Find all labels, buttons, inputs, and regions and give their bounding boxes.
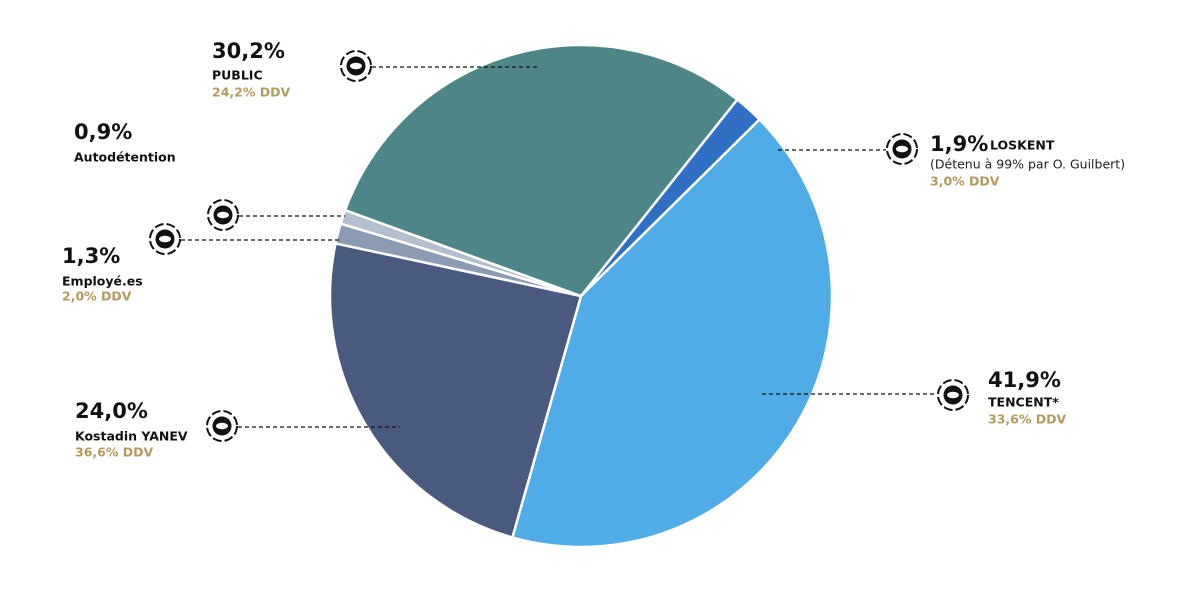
icon-eye (159, 235, 171, 243)
pie-slice (343, 43, 740, 298)
icon-eye (947, 391, 959, 399)
value-label: 0,9% (74, 120, 132, 144)
ddv-label: 2,0% DDV (62, 289, 132, 304)
icon-eye (217, 211, 229, 219)
value-label: 24,0% (75, 399, 148, 423)
category-label: LOSKENT (990, 138, 1055, 153)
icon-eye (350, 62, 362, 70)
category-label: TENCENT* (988, 395, 1059, 410)
icon-eye (216, 422, 228, 430)
detail-label: (Détenu à 99% par O. Guilbert) (930, 157, 1125, 172)
value-label: 1,9% (930, 132, 988, 156)
pie-slice (328, 241, 583, 539)
icon-eye (896, 145, 908, 153)
value-label: 1,3% (62, 244, 120, 268)
category-label: Employé.es (62, 274, 143, 289)
category-label: Autodétention (74, 150, 176, 165)
category-label: Kostadin YANEV (75, 429, 188, 444)
value-label: 30,2% (212, 39, 285, 63)
ddv-label: 36,6% DDV (75, 445, 153, 460)
ddv-label: 24,2% DDV (212, 85, 290, 100)
value-label: 41,9% (988, 368, 1061, 392)
pie-slice (510, 117, 834, 549)
ddv-label: 33,6% DDV (988, 412, 1066, 427)
ddv-label: 3,0% DDV (930, 174, 1000, 189)
category-label: PUBLIC (212, 68, 263, 83)
